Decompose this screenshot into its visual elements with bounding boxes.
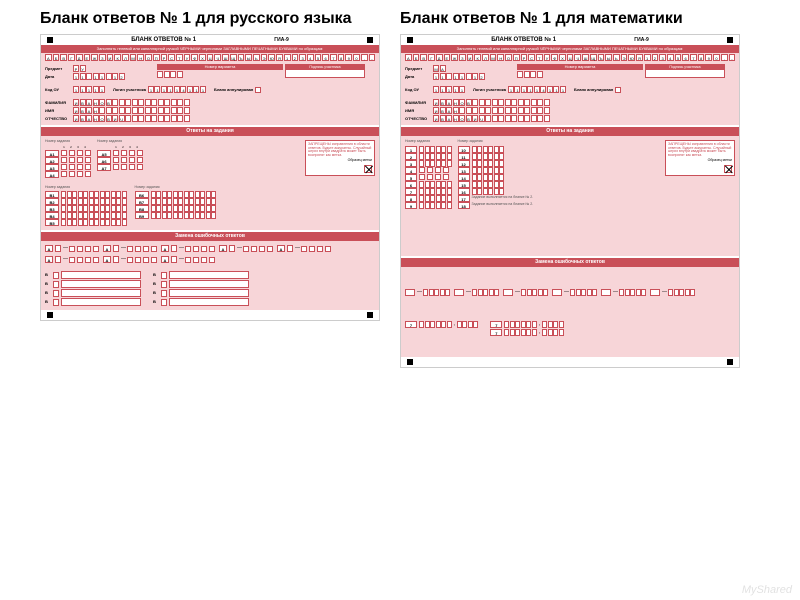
right-column: Бланк ответов № 1 для математики БЛАНК О… (400, 10, 740, 368)
variant-label: Номер варианта (157, 64, 283, 70)
left-form: БЛАНК ОТВЕТОВ № 1 ГИА-9 Заполнять гелево… (40, 34, 380, 321)
patr-cells: ИВАНОВИЧ (73, 115, 190, 122)
surname-cells: ИВАНОВ (73, 99, 190, 106)
watermark: MyShared (742, 584, 792, 596)
login-cells: 111114111 (148, 86, 206, 93)
date-label: Дата (45, 75, 71, 79)
subject-label: Предмет (45, 67, 71, 71)
alphabet-strip: АБВГДЕЖЗИКЛМНОПРСТУФХЦЧШЩЪЫЬЭЮЯ123456789… (401, 53, 739, 62)
form-header: БЛАНК ОТВЕТОВ № 1 (131, 37, 196, 43)
math-answers: Номер задания 123456789 Номер задания 10… (401, 136, 739, 256)
right-form: БЛАНК ОТВЕТОВ № 1 ГИА-9 Заполнять гелево… (400, 34, 740, 368)
replace-header: Замена ошибочных ответов (41, 232, 379, 241)
warning-box: ЗАПРЕЩЕНЫ исправления в области ответов.… (305, 140, 375, 176)
signature-box: Подпись участника (285, 64, 365, 78)
kodou-label: Код ОУ (45, 88, 71, 92)
sample-mark-icon (364, 165, 372, 173)
reg-mark (727, 37, 733, 43)
left-column: Бланк ответов № 1 для русского языка БЛА… (40, 10, 380, 368)
cancel-label: Бланк аннулирован (214, 88, 253, 92)
reg-mark (407, 37, 413, 43)
name-cells: ИВАН (73, 107, 190, 114)
reg-mark (367, 37, 373, 43)
alphabet-strip: АБВГДЕЖЗИКЛМНОПРСТУФХЦЧШЩЪЫЬЭЮЯ123456789… (41, 53, 379, 62)
kodou-cells: 11111 (73, 86, 105, 93)
sample-mark-icon (724, 165, 732, 173)
warning-box: ЗАПРЕЩЕНЫ исправления в области ответов.… (665, 140, 735, 176)
a-answers: Номер задания 1234 А1А2А3А4 Номер задани… (41, 136, 379, 182)
replace-math-2: 7, 7,7, (401, 317, 739, 357)
variant-cells (157, 71, 283, 78)
reg-mark (367, 312, 373, 318)
replace-math-1: —————— (401, 267, 739, 317)
login-label: Логин участника (113, 88, 146, 92)
replace-b: ВВВВ ВВВВ (41, 267, 379, 310)
signature-box: Подпись участника (645, 64, 725, 78)
name-label: ИМЯ (45, 109, 71, 113)
subject-cells: РУ (73, 65, 86, 72)
b-answers: Номер задания В1В2В3В4В5 Номер задания В… (41, 182, 379, 231)
answers-header: Ответы на задания (41, 127, 379, 136)
replace-a: А—А—А—А—А—А—А—А— (41, 241, 379, 267)
surname-label: ФАМИЛИЯ (45, 101, 71, 105)
reg-mark (727, 359, 733, 365)
reg-mark (407, 359, 413, 365)
right-title: Бланк ответов № 1 для математики (400, 10, 740, 28)
patr-label: ОТЧЕСТВО (45, 117, 71, 121)
left-title: Бланк ответов № 1 для русского языка (40, 10, 380, 28)
reg-mark (47, 312, 53, 318)
instruction-bar: Заполнять гелевой или капиллярной ручкой… (41, 45, 379, 53)
reg-mark (47, 37, 53, 43)
cancel-checkbox[interactable] (255, 87, 261, 93)
cancel-checkbox[interactable] (615, 87, 621, 93)
date-cells: 11.11.12 (73, 73, 125, 80)
gia-label: ГИА-9 (274, 38, 289, 43)
